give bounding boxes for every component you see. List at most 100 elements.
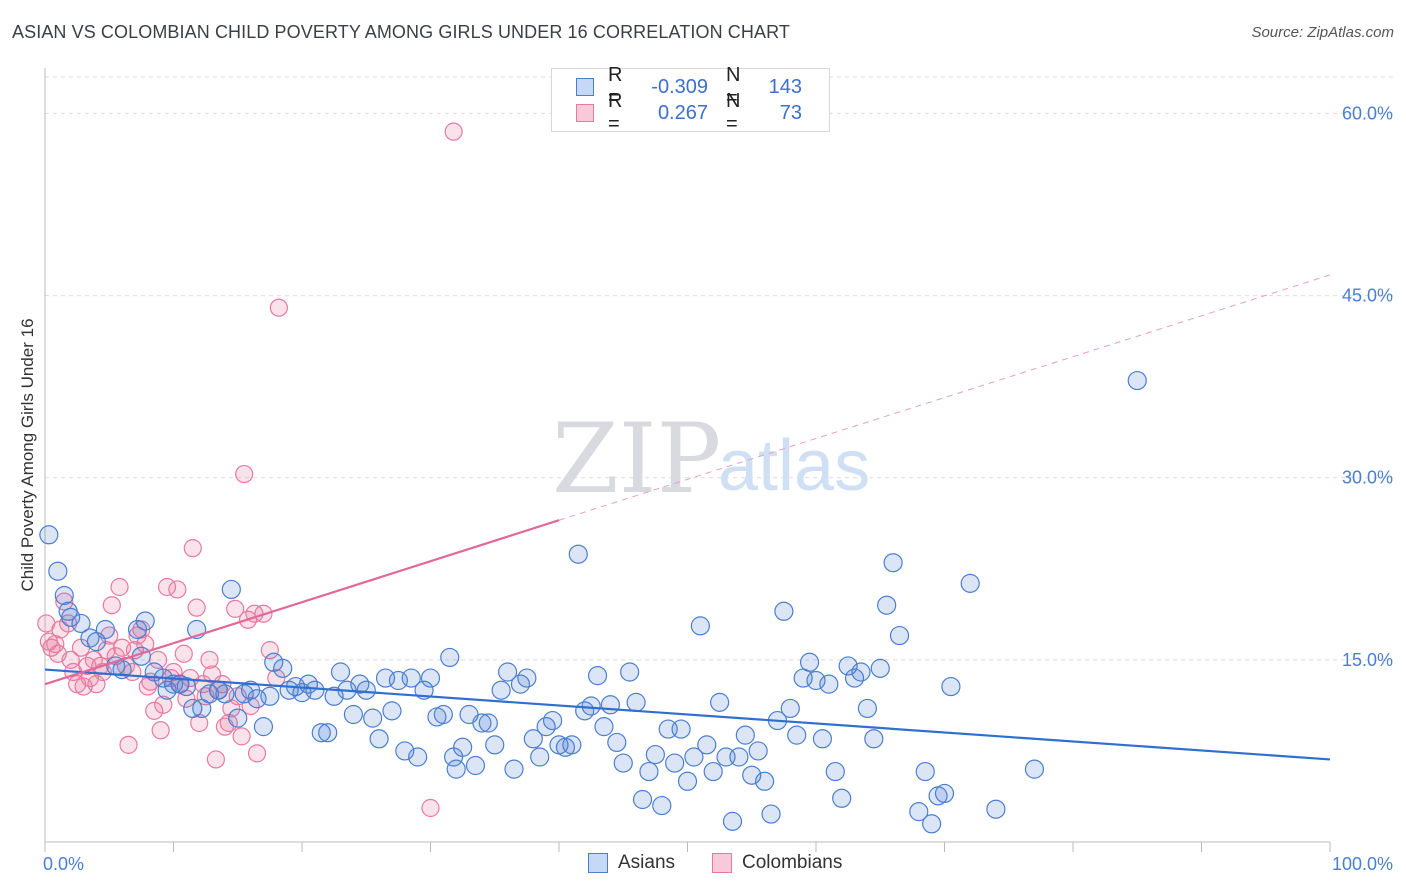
- legend-item-asians[interactable]: Asians: [588, 852, 675, 874]
- data-point-asians: [825, 761, 845, 782]
- data-point-asians: [735, 725, 755, 745]
- data-point-colombians: [260, 641, 279, 660]
- series-legend: Asians Colombians: [0, 852, 1406, 876]
- data-point-asians: [253, 717, 274, 737]
- data-point-asians: [754, 771, 775, 791]
- data-point-asians: [690, 616, 710, 636]
- data-point-asians: [343, 704, 363, 725]
- data-point-asians: [941, 676, 961, 697]
- data-point-asians: [710, 692, 730, 712]
- trend-line-colombians: [44, 519, 560, 686]
- y-tick-label: 15.0%: [1342, 650, 1393, 670]
- data-point-asians: [986, 799, 1006, 819]
- data-point-asians: [883, 553, 903, 573]
- data-point-colombians: [55, 592, 74, 611]
- data-point-colombians: [154, 695, 173, 714]
- data-point-asians: [228, 708, 248, 728]
- data-point-asians: [703, 761, 723, 782]
- data-point-colombians: [200, 650, 219, 669]
- data-point-asians: [48, 561, 68, 581]
- y-tick-label: 60.0%: [1342, 103, 1393, 123]
- legend-r-value: -0.309: [651, 75, 708, 98]
- x-tick-label: 100.0%: [1332, 854, 1393, 874]
- data-point-asians: [433, 704, 453, 725]
- data-point-asians: [95, 619, 115, 640]
- data-point-asians: [870, 658, 890, 678]
- data-point-asians: [530, 747, 550, 767]
- data-point-asians: [632, 789, 653, 810]
- data-point-asians: [453, 737, 473, 757]
- data-point-colombians: [102, 596, 121, 615]
- legend-label-asians: Asians: [618, 852, 676, 873]
- data-point-asians: [812, 729, 833, 749]
- legend-swatch-asians: [588, 853, 608, 873]
- data-point-asians: [311, 723, 331, 743]
- data-point-asians: [594, 717, 614, 737]
- data-point-asians: [787, 725, 807, 745]
- data-point-asians: [61, 607, 81, 627]
- data-point-asians: [1127, 370, 1147, 391]
- data-point-asians: [260, 686, 280, 706]
- data-point-asians: [71, 613, 91, 634]
- y-tick-label: 45.0%: [1342, 286, 1393, 306]
- data-point-asians: [446, 759, 466, 779]
- data-point-asians: [517, 668, 537, 688]
- legend-n-value: 73: [779, 101, 802, 124]
- data-point-asians: [568, 544, 588, 564]
- data-point-colombians: [174, 644, 193, 663]
- data-point-asians: [774, 601, 794, 621]
- legend-swatch-colombians: [576, 104, 594, 122]
- data-point-asians: [1024, 759, 1045, 779]
- data-point-asians: [54, 585, 74, 606]
- watermark-zip: ZIP: [552, 403, 721, 515]
- data-point-colombians: [219, 713, 238, 733]
- data-point-asians: [645, 744, 665, 765]
- legend-n-value: 143: [768, 75, 802, 98]
- data-point-colombians: [206, 750, 226, 769]
- data-point-asians: [587, 666, 608, 686]
- data-point-asians: [851, 662, 871, 682]
- data-point-asians: [626, 692, 646, 712]
- legend-n-label: N =: [726, 64, 741, 109]
- y-axis-label: Child Poverty Among Girls Under 16: [18, 318, 37, 591]
- data-point-asians: [761, 804, 781, 824]
- data-point-asians: [877, 595, 897, 615]
- data-point-asians: [221, 579, 241, 600]
- source-credit: Source: ZipAtlas.com: [1251, 24, 1394, 41]
- data-point-asians: [607, 732, 627, 753]
- legend-r-label: R =: [608, 64, 623, 109]
- data-point-asians: [485, 735, 505, 755]
- data-point-asians: [401, 668, 421, 688]
- watermark-atlas: atlas: [718, 426, 870, 506]
- data-point-asians: [382, 701, 402, 721]
- data-point-asians: [819, 674, 839, 694]
- data-point-colombians: [232, 727, 251, 746]
- legend-n-label: N =: [726, 90, 741, 135]
- data-point-asians: [915, 761, 935, 782]
- data-point-asians: [273, 658, 293, 678]
- legend-item-colombians[interactable]: Colombians: [712, 852, 842, 874]
- data-point-asians: [363, 708, 383, 728]
- data-point-asians: [864, 729, 884, 749]
- data-point-asians: [806, 670, 826, 691]
- data-point-asians: [176, 676, 196, 697]
- data-point-colombians: [183, 539, 202, 558]
- trend-lines: [44, 274, 1331, 761]
- data-point-colombians: [269, 298, 288, 317]
- data-point-colombians: [241, 696, 260, 716]
- data-point-asians: [39, 525, 59, 545]
- data-point-asians: [748, 741, 768, 761]
- data-point-asians: [215, 684, 235, 704]
- data-point-asians: [478, 713, 498, 733]
- data-point-asians: [330, 662, 351, 682]
- chart-title: ASIAN VS COLOMBIAN CHILD POVERTY AMONG G…: [12, 22, 790, 42]
- data-point-asians: [889, 625, 910, 646]
- legend-row-colombians: R = 0.267 N = 73: [576, 90, 802, 135]
- data-point-asians: [620, 662, 640, 682]
- data-point-colombians: [187, 598, 206, 617]
- data-point-asians: [234, 684, 254, 704]
- data-point-asians: [369, 729, 389, 749]
- legend-label-colombians: Colombians: [742, 852, 843, 873]
- data-point-asians: [639, 761, 659, 782]
